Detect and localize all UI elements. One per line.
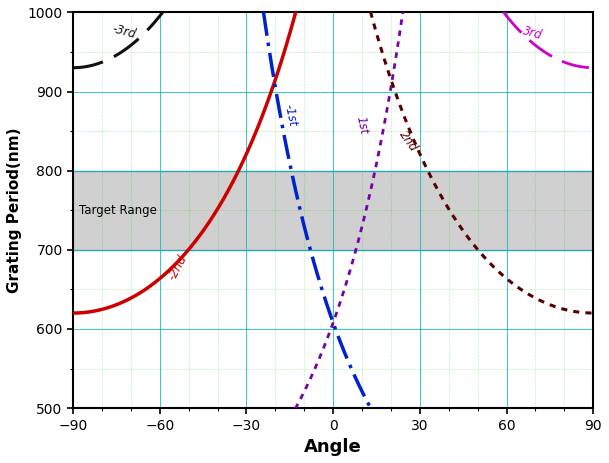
Bar [73,171,593,250]
Text: -3rd: -3rd [111,23,137,42]
Text: Target Range: Target Range [79,204,157,217]
X-axis label: Angle: Angle [304,438,362,456]
Text: -1st: -1st [281,103,298,128]
Text: 1st: 1st [353,115,370,136]
Text: -2nd: -2nd [166,252,189,282]
Text: 2nd: 2nd [396,128,420,154]
Text: 3rd: 3rd [521,24,544,42]
Y-axis label: Grating Period(nm): Grating Period(nm) [7,127,22,293]
